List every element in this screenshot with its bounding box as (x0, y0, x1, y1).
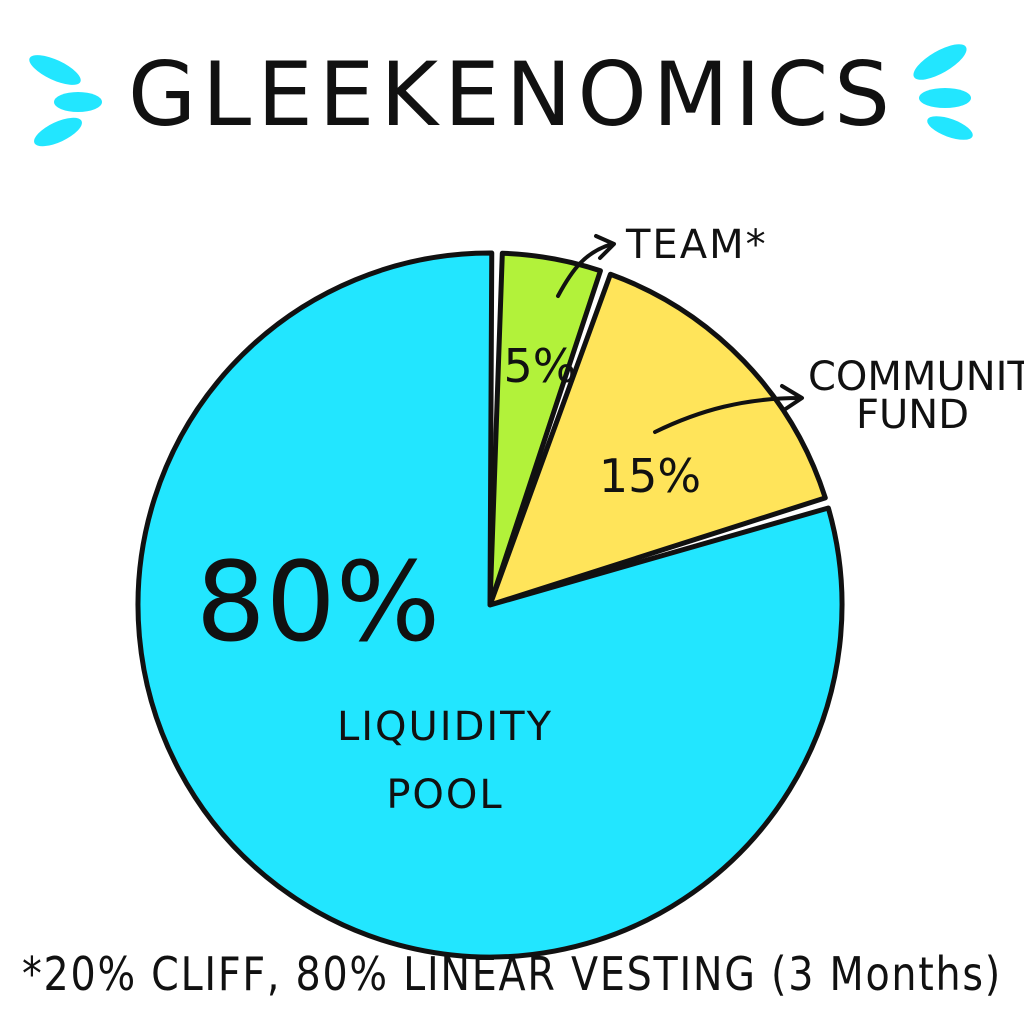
slice-label-community-line2: FUND (856, 392, 969, 438)
slice-value-community: 15% (599, 449, 701, 503)
pie-slices (135, 250, 845, 960)
splash-drop-icon (34, 117, 82, 147)
splash-drop-icon (29, 55, 81, 85)
splash-drop-icon (927, 116, 973, 140)
pie-slice-team (487, 250, 603, 608)
slice-label-liquidity-line2: POOL (386, 772, 503, 818)
community-callout-arrow (653, 384, 804, 434)
splash-left-icon (29, 55, 102, 147)
splash-drop-icon (913, 44, 967, 80)
slice-label-community-line1: COMMUNITY (808, 354, 1024, 400)
chart-footnote: *20% CLIFF, 80% LINEAR VESTING (3 Months… (22, 947, 1002, 1001)
splash-drop-icon (54, 92, 102, 112)
slice-label-team: TEAM* (625, 222, 768, 268)
splash-drop-icon (919, 88, 971, 108)
chart-title: GLEEKENOMICS (128, 43, 896, 146)
slice-label-liquidity-line1: LIQUIDITY (337, 704, 553, 750)
splash-right-icon (913, 44, 973, 140)
slice-value-liquidity: 80% (196, 538, 441, 666)
pie-slice-liquidity-pool (135, 250, 845, 960)
pie-slice-community-fund (487, 271, 828, 608)
slice-value-team: 5% (504, 339, 577, 393)
team-callout-arrow (556, 234, 616, 298)
